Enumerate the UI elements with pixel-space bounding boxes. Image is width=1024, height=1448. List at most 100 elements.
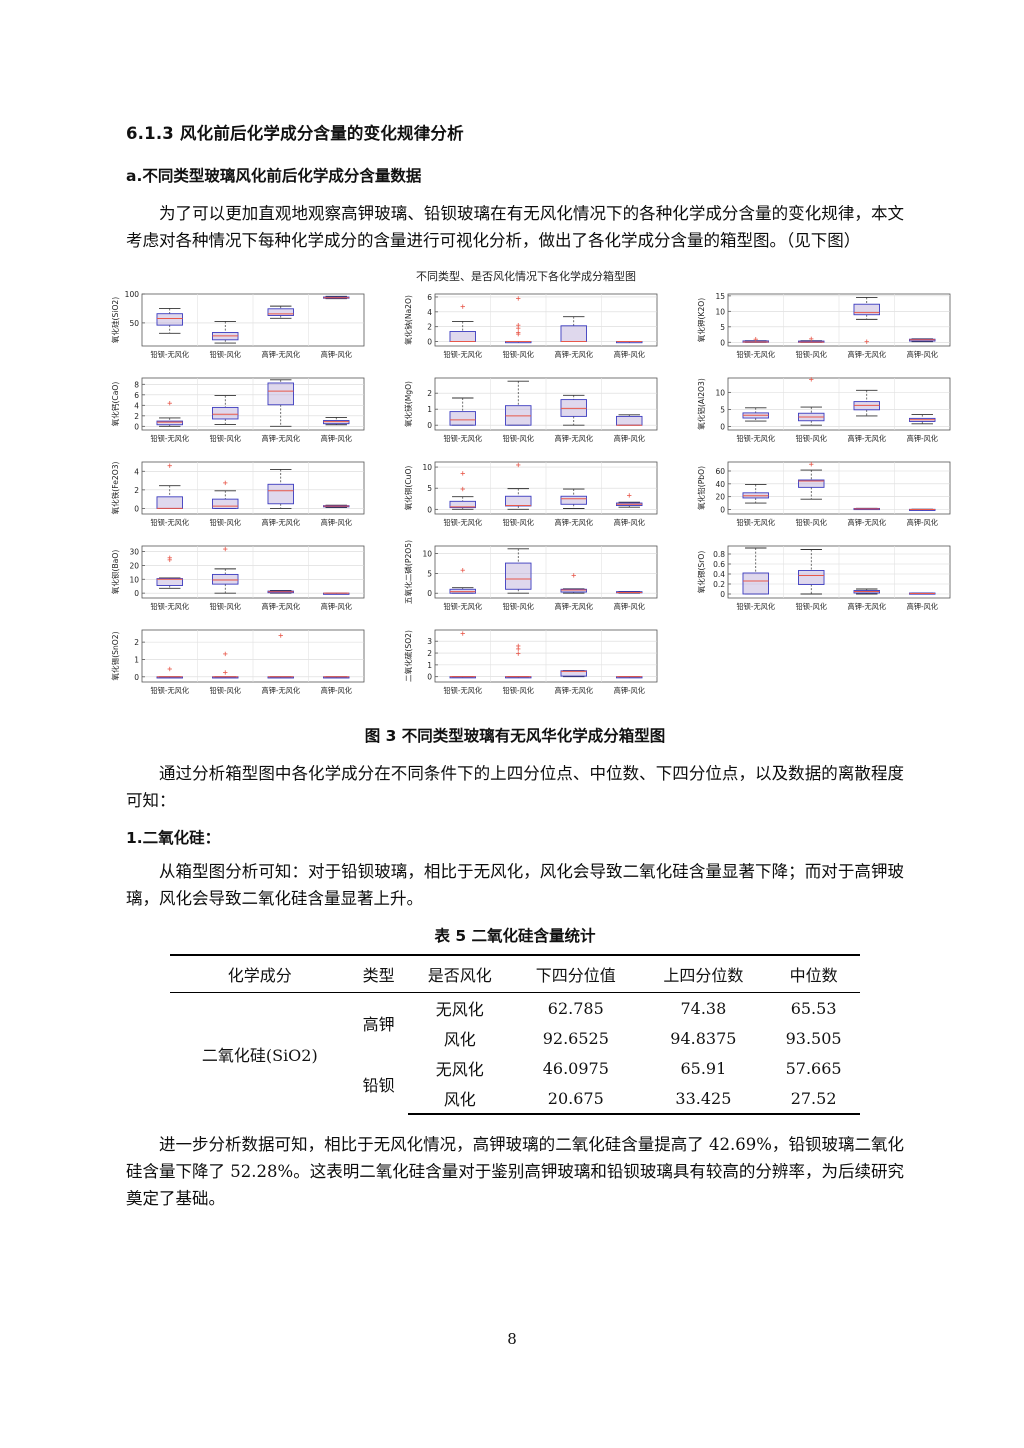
- cell-q1: 92.6525: [542, 1028, 609, 1048]
- svg-text:6: 6: [427, 293, 432, 302]
- table-row: 风化 92.6525 94.8375 93.505: [170, 1023, 860, 1053]
- figure-caption: 图 3 不同类型玻璃有无风华化学成分箱型图: [364, 727, 666, 745]
- th-median: 中位数: [767, 954, 860, 993]
- svg-text:2: 2: [134, 412, 139, 421]
- boxplot-panel-6: 0 5 10 铅钡-无风化 铅钡-风化 高钾-无风化 高钾-风化 氧化铝(Al2O3): [672, 370, 958, 452]
- svg-text:铅钡-无风化: 铅钡-无风化: [443, 602, 482, 611]
- svg-text:高钾-风化: 高钾-风化: [321, 602, 352, 611]
- svg-text:氧化钙(CaO): 氧化钙(CaO): [110, 382, 120, 427]
- cell-q1: 62.785: [547, 998, 604, 1018]
- cell-q3: 65.91: [680, 1058, 727, 1078]
- cell-type: 铅钡: [362, 1075, 395, 1095]
- svg-text:10: 10: [422, 463, 432, 472]
- svg-text:1: 1: [427, 405, 432, 414]
- svg-text:氧化钡(BaO): 氧化钡(BaO): [110, 550, 120, 595]
- svg-text:铅钡-风化: 铅钡-风化: [796, 434, 827, 443]
- svg-text:20: 20: [715, 493, 725, 502]
- section-heading: 6.1.3 风化前后化学成分含量的变化规律分析: [126, 124, 464, 143]
- svg-text:高钾-无风化: 高钾-无风化: [554, 350, 593, 359]
- boxplot-panel-11: 0 5 10 铅钡-无风化 铅钡-风化 高钾-无风化 高钾-风化 五氧化二磷(P2O5): [379, 538, 665, 620]
- svg-text:高钾-风化: 高钾-风化: [614, 602, 645, 611]
- svg-text:氧化硅(SiO2): 氧化硅(SiO2): [110, 297, 120, 343]
- cell-q3: 33.425: [639, 1083, 768, 1115]
- svg-text:8: 8: [134, 380, 139, 389]
- svg-text:氧化铜(CuO): 氧化铜(CuO): [403, 466, 413, 511]
- table-row: 风化 20.675 33.425 27.52: [170, 1083, 860, 1115]
- cell-q3: 94.8375: [670, 1028, 737, 1048]
- svg-text:0: 0: [720, 506, 725, 515]
- svg-text:50: 50: [129, 319, 139, 328]
- table-row: 铅钡 无风化 46.0975 65.91 57.665: [170, 1053, 860, 1095]
- svg-text:高钾-无风化: 高钾-无风化: [847, 434, 886, 443]
- svg-text:高钾-无风化: 高钾-无风化: [847, 518, 886, 527]
- svg-text:0: 0: [134, 422, 139, 431]
- th-q3: 上四分位数: [639, 954, 768, 993]
- svg-text:铅钡-风化: 铅钡-风化: [503, 434, 534, 443]
- svg-text:铅钡-无风化: 铅钡-无风化: [443, 686, 482, 695]
- svg-text:高钾-无风化: 高钾-无风化: [554, 686, 593, 695]
- svg-text:铅钡-风化: 铅钡-风化: [796, 350, 827, 359]
- svg-text:高钾-无风化: 高钾-无风化: [261, 434, 300, 443]
- svg-text:0: 0: [720, 423, 725, 432]
- boxplot-panel-12: 0 0.2 0.4 0.6 0.8 铅钡-无风化 铅钡-风化 高钾-无风化 高钾-风化 氧化锶(S…: [672, 538, 958, 620]
- boxplot-figure: 不同类型、是否风化情况下各化学成分箱型图 50 100 铅钡-无风化 铅钡-风化 高钾-…: [86, 268, 966, 718]
- cell-weathered: 风化: [443, 1030, 476, 1049]
- sub-heading: a.不同类型玻璃风化前后化学成分含量数据: [126, 167, 422, 185]
- svg-text:10: 10: [129, 575, 139, 584]
- svg-text:高钾-无风化: 高钾-无风化: [554, 518, 593, 527]
- svg-text:铅钡-无风化: 铅钡-无风化: [443, 350, 482, 359]
- svg-text:铅钡-无风化: 铅钡-无风化: [150, 686, 189, 695]
- svg-text:高钾-无风化: 高钾-无风化: [554, 434, 593, 443]
- svg-text:高钾-风化: 高钾-风化: [614, 434, 645, 443]
- boxplot-panel-4: 0 2 4 6 8 铅钡-无风化 铅钡-风化 高钾-无风化 高钾-风化 氧化钙(CaO): [86, 370, 372, 452]
- svg-text:4: 4: [134, 467, 139, 476]
- intro-paragraph: 为了可以更加直观地观察高钾玻璃、铅钡玻璃在有无风化情况下的各种化学成分含量的变化…: [126, 204, 904, 250]
- svg-text:0: 0: [427, 421, 432, 430]
- table-head: 化学成分 类型 是否风化 下四分位值 上四分位数 中位数: [170, 954, 860, 993]
- boxplot-panel-13: 0 1 2 铅钡-无风化 铅钡-风化 高钾-无风化 高钾-风化 氧化锡(SnO2): [86, 622, 372, 704]
- svg-text:铅钡-无风化: 铅钡-无风化: [736, 518, 775, 527]
- svg-text:氧化钠(Na2O): 氧化钠(Na2O): [403, 295, 413, 345]
- svg-text:5: 5: [427, 569, 432, 578]
- svg-text:0: 0: [427, 505, 432, 514]
- th-weathered: 是否风化: [407, 954, 512, 993]
- svg-text:高钾-无风化: 高钾-无风化: [261, 518, 300, 527]
- svg-text:铅钡-风化: 铅钡-风化: [210, 518, 241, 527]
- svg-text:高钾-风化: 高钾-风化: [321, 518, 352, 527]
- svg-text:铅钡-风化: 铅钡-风化: [210, 686, 241, 695]
- svg-text:铅钡-无风化: 铅钡-无风化: [736, 434, 775, 443]
- cell-median: 27.52: [767, 1083, 860, 1115]
- svg-text:0.4: 0.4: [713, 570, 725, 579]
- cell-q3: 74.38: [680, 998, 727, 1018]
- svg-text:氧化铁(Fe2O3): 氧化铁(Fe2O3): [110, 461, 120, 514]
- svg-text:铅钡-无风化: 铅钡-无风化: [150, 518, 189, 527]
- svg-text:10: 10: [422, 550, 432, 559]
- cell-median: 57.665: [785, 1058, 842, 1078]
- svg-text:高钾-风化: 高钾-风化: [614, 518, 645, 527]
- cell-component: 二氧化硅(SiO2): [201, 1045, 318, 1065]
- figure-title: 不同类型、是否风化情况下各化学成分箱型图: [416, 270, 636, 283]
- svg-text:铅钡-无风化: 铅钡-无风化: [443, 518, 482, 527]
- svg-text:2: 2: [427, 649, 432, 658]
- svg-text:二氧化硫(SO2): 二氧化硫(SO2): [403, 630, 413, 682]
- cell-weathered: 无风化: [435, 1000, 484, 1019]
- svg-text:铅钡-无风化: 铅钡-无风化: [150, 602, 189, 611]
- sio2-statistics-table: 化学成分 类型 是否风化 下四分位值 上四分位数 中位数 二氧化硅(SiO2) 高…: [170, 954, 860, 1115]
- svg-text:2: 2: [134, 486, 139, 495]
- cell-q1: 20.675: [512, 1083, 640, 1115]
- svg-text:0: 0: [720, 590, 725, 599]
- svg-text:铅钡-无风化: 铅钡-无风化: [150, 350, 189, 359]
- boxplot-panel-8: 0 5 10 铅钡-无风化 铅钡-风化 高钾-无风化 高钾-风化 氧化铜(CuO): [379, 454, 665, 536]
- page-content: 6.1.3 风化前后化学成分含量的变化规律分析 a.不同类型玻璃风化前后化学成分…: [110, 0, 951, 1212]
- item1-heading: 1.二氧化硅：: [126, 829, 221, 847]
- svg-text:30: 30: [129, 548, 139, 557]
- svg-text:铅钡-风化: 铅钡-风化: [210, 434, 241, 443]
- item1-paragraph: 从箱型图分析可知：对于铅钡玻璃，相比于无风化，风化会导致二氧化硅含量显著下降；而…: [126, 862, 904, 908]
- svg-text:5: 5: [720, 323, 725, 332]
- boxplot-panel-9: 0 20 40 60 铅钡-无风化 铅钡-风化 高钾-无风化 高钾-风化 氧化铅(PbO): [672, 454, 958, 536]
- svg-text:5: 5: [720, 405, 725, 414]
- svg-text:0.6: 0.6: [713, 560, 725, 569]
- svg-text:铅钡-无风化: 铅钡-无风化: [736, 350, 775, 359]
- svg-text:铅钡-风化: 铅钡-风化: [796, 518, 827, 527]
- svg-text:5: 5: [427, 484, 432, 493]
